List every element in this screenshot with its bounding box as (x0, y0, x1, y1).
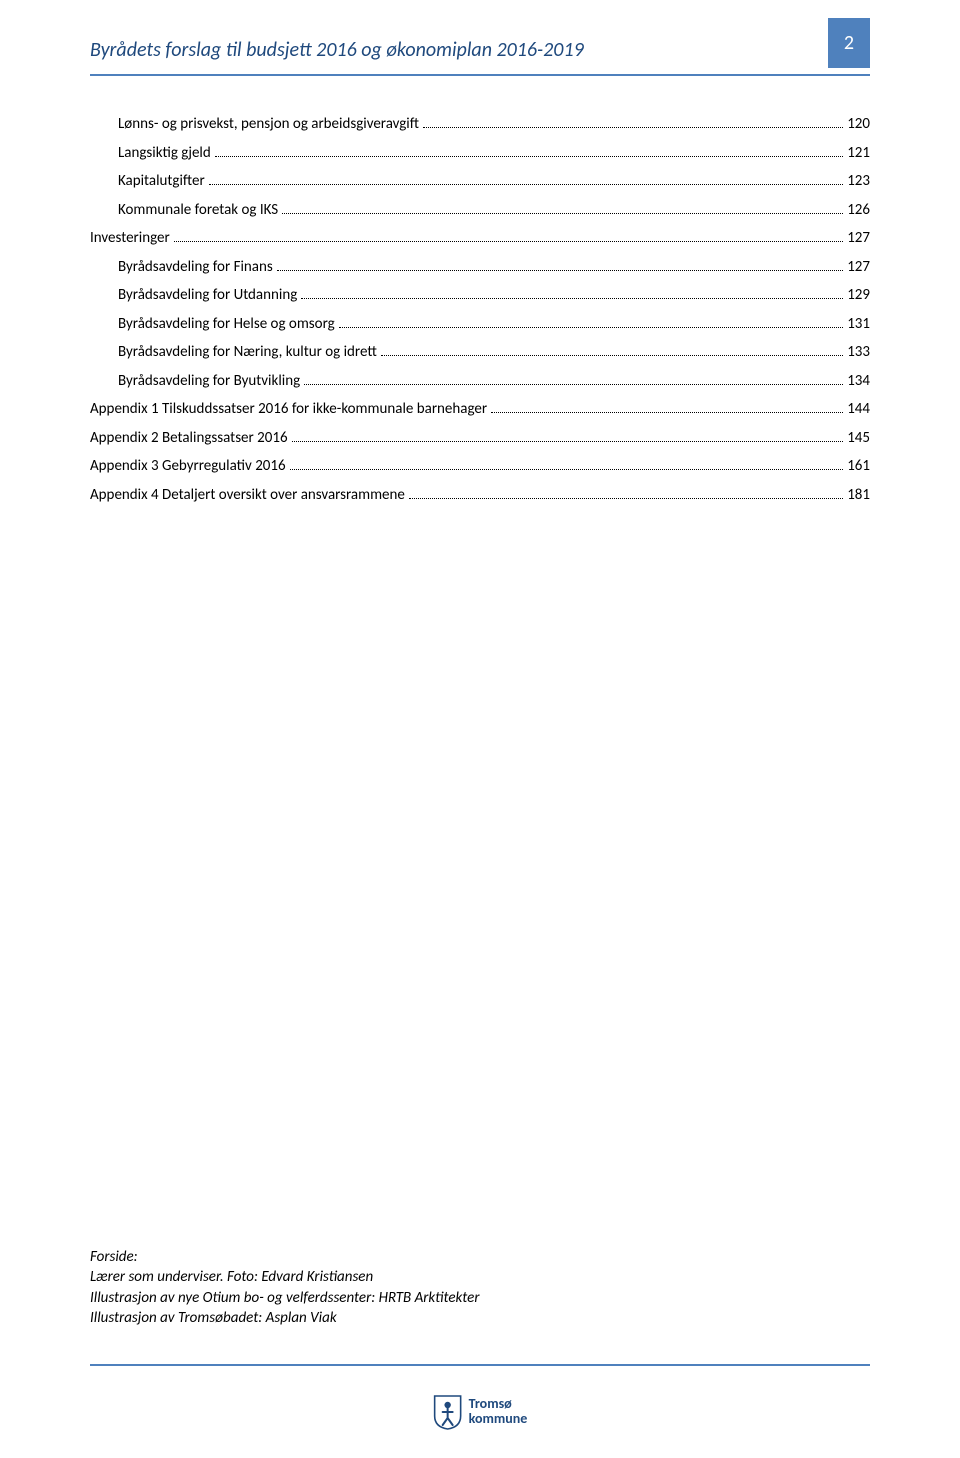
logo-text: Tromsø kommune (469, 1397, 528, 1426)
shield-icon (433, 1394, 463, 1430)
toc-page-number: 134 (847, 367, 870, 396)
toc-leader-dots (277, 259, 843, 270)
toc-row[interactable]: Byrådsavdeling for Byutvikling 134 (90, 367, 870, 396)
footer-divider (90, 1364, 870, 1366)
toc-page-number: 145 (847, 424, 870, 453)
toc-leader-dots (215, 145, 843, 156)
toc-page-number: 133 (847, 338, 870, 367)
toc-label: Byrådsavdeling for Næring, kultur og idr… (118, 338, 377, 367)
toc-page-number: 126 (847, 196, 870, 225)
header-title: Byrådets forslag til budsjett 2016 og øk… (90, 30, 810, 62)
toc-label: Byrådsavdeling for Byutvikling (118, 367, 300, 396)
footer-logo: Tromsø kommune (433, 1394, 528, 1430)
toc-page-number: 144 (847, 395, 870, 424)
toc-label: Appendix 1 Tilskuddssatser 2016 for ikke… (90, 395, 487, 424)
page-number-badge: 2 (828, 18, 870, 68)
toc-row[interactable]: Langsiktig gjeld 121 (90, 139, 870, 168)
toc-leader-dots (423, 117, 843, 128)
toc-page-number: 181 (847, 481, 870, 510)
toc-leader-dots (292, 430, 844, 441)
toc-label: Byrådsavdeling for Finans (118, 253, 273, 282)
toc-label: Byrådsavdeling for Helse og omsorg (118, 310, 335, 339)
toc-row[interactable]: Byrådsavdeling for Finans 127 (90, 253, 870, 282)
toc-page-number: 127 (847, 224, 870, 253)
toc-label: Byrådsavdeling for Utdanning (118, 281, 297, 310)
toc-row[interactable]: Appendix 1 Tilskuddssatser 2016 for ikke… (90, 395, 870, 424)
logo-text-line: kommune (469, 1412, 528, 1427)
toc-label: Langsiktig gjeld (118, 139, 211, 168)
toc-page-number: 129 (847, 281, 870, 310)
toc-leader-dots (381, 345, 843, 356)
header-row: Byrådets forslag til budsjett 2016 og øk… (90, 30, 870, 68)
toc-page-number: 123 (847, 167, 870, 196)
toc-page-number: 161 (847, 452, 870, 481)
page-container: Byrådets forslag til budsjett 2016 og øk… (0, 0, 960, 1458)
toc-leader-dots (209, 174, 843, 185)
toc-page-number: 120 (847, 110, 870, 139)
toc-row[interactable]: Appendix 2 Betalingssatser 2016 145 (90, 424, 870, 453)
toc-page-number: 131 (847, 310, 870, 339)
toc-label: Appendix 2 Betalingssatser 2016 (90, 424, 288, 453)
toc-leader-dots (301, 288, 843, 299)
footer-note-line: Illustrasjon av Tromsøbadet: Asplan Viak (90, 1308, 870, 1328)
toc-row[interactable]: Lønns- og prisvekst, pensjon og arbeidsg… (90, 110, 870, 139)
toc-label: Investeringer (90, 224, 170, 253)
toc-leader-dots (174, 231, 843, 242)
toc-leader-dots (339, 316, 844, 327)
toc-label: Lønns- og prisvekst, pensjon og arbeidsg… (118, 110, 419, 139)
toc-leader-dots (290, 459, 844, 470)
toc-label: Appendix 3 Gebyrregulativ 2016 (90, 452, 286, 481)
toc-row[interactable]: Byrådsavdeling for Næring, kultur og idr… (90, 338, 870, 367)
toc-label: Appendix 4 Detaljert oversikt over ansva… (90, 481, 405, 510)
toc-leader-dots (304, 373, 843, 384)
toc-label: Kapitalutgifter (118, 167, 205, 196)
footer-note-line: Forside: (90, 1247, 870, 1267)
table-of-contents: Lønns- og prisvekst, pensjon og arbeidsg… (90, 110, 870, 509)
footer-note-line: Illustrasjon av nye Otium bo- og velferd… (90, 1288, 870, 1308)
toc-row[interactable]: Kommunale foretak og IKS 126 (90, 196, 870, 225)
toc-leader-dots (409, 487, 843, 498)
toc-row[interactable]: Investeringer 127 (90, 224, 870, 253)
toc-row[interactable]: Byrådsavdeling for Helse og omsorg 131 (90, 310, 870, 339)
toc-page-number: 121 (847, 139, 870, 168)
toc-label: Kommunale foretak og IKS (118, 196, 278, 225)
toc-row[interactable]: Appendix 3 Gebyrregulativ 2016 161 (90, 452, 870, 481)
header-divider (90, 74, 870, 76)
toc-leader-dots (282, 202, 843, 213)
footer-note-line: Lærer som underviser. Foto: Edvard Krist… (90, 1267, 870, 1287)
footer-note: Forside: Lærer som underviser. Foto: Edv… (90, 1247, 870, 1328)
toc-row[interactable]: Byrådsavdeling for Utdanning 129 (90, 281, 870, 310)
toc-row[interactable]: Appendix 4 Detaljert oversikt over ansva… (90, 481, 870, 510)
toc-page-number: 127 (847, 253, 870, 282)
toc-leader-dots (491, 402, 843, 413)
toc-row[interactable]: Kapitalutgifter 123 (90, 167, 870, 196)
